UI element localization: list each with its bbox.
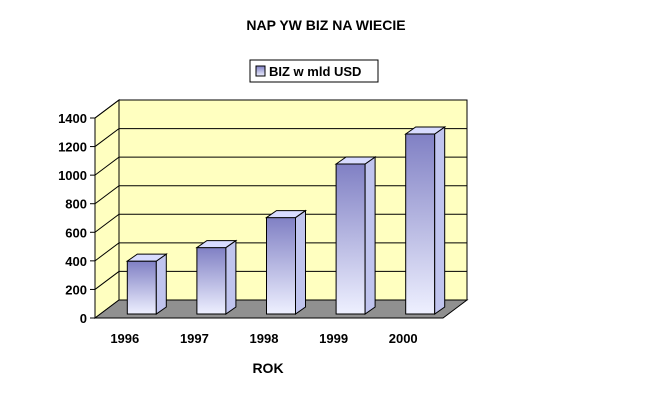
bar-top-1997 (195, 240, 238, 249)
bar-1998 (266, 217, 296, 315)
x-tick-label: 2000 (389, 331, 418, 346)
legend-swatch (255, 65, 266, 77)
bar-side-1999 (364, 156, 376, 315)
y-tick-label: 1200 (58, 140, 87, 155)
x-tick-label: 1998 (250, 331, 279, 346)
legend-box (249, 59, 379, 83)
x-tick-label: 1997 (180, 331, 209, 346)
bar-side-1998 (295, 209, 306, 315)
plot-area: 0 200 400 600 800 1000 1200 1400 1996 1997 1998 199… (58, 99, 469, 346)
bar-side-2000 (434, 126, 446, 315)
bar-top-1999 (334, 156, 377, 165)
bar-2000 (405, 133, 436, 315)
bar-top-1996 (125, 253, 168, 262)
y-tick-label: 0 (80, 311, 87, 326)
y-tick-label: 1400 (58, 111, 87, 126)
y-tick-label: 200 (65, 282, 87, 297)
y-tick-label: 600 (65, 225, 87, 240)
bar-side-1997 (225, 239, 237, 315)
bar-1997 (196, 247, 227, 315)
bar-1996 (126, 260, 157, 315)
chart-title: NAP YW BIZ NA WIECIE (246, 17, 405, 33)
gridline (94, 128, 467, 147)
x-axis-label: ROK (252, 360, 283, 376)
legend: BIZ w mld USD (249, 59, 379, 83)
y-tick-label: 1000 (58, 168, 87, 183)
bar-side-1996 (155, 253, 167, 315)
y-tick-label: 800 (65, 197, 87, 212)
x-tick-label: 1996 (110, 331, 139, 346)
bar-1999 (335, 163, 366, 315)
bar-top-2000 (404, 126, 447, 135)
gridline (94, 99, 467, 119)
x-tick-label: 1999 (319, 331, 348, 346)
legend-label: BIZ w mld USD (269, 64, 361, 79)
bar-top-1998 (264, 210, 308, 219)
side-wall (94, 99, 120, 319)
y-tick-label: 400 (65, 254, 87, 269)
